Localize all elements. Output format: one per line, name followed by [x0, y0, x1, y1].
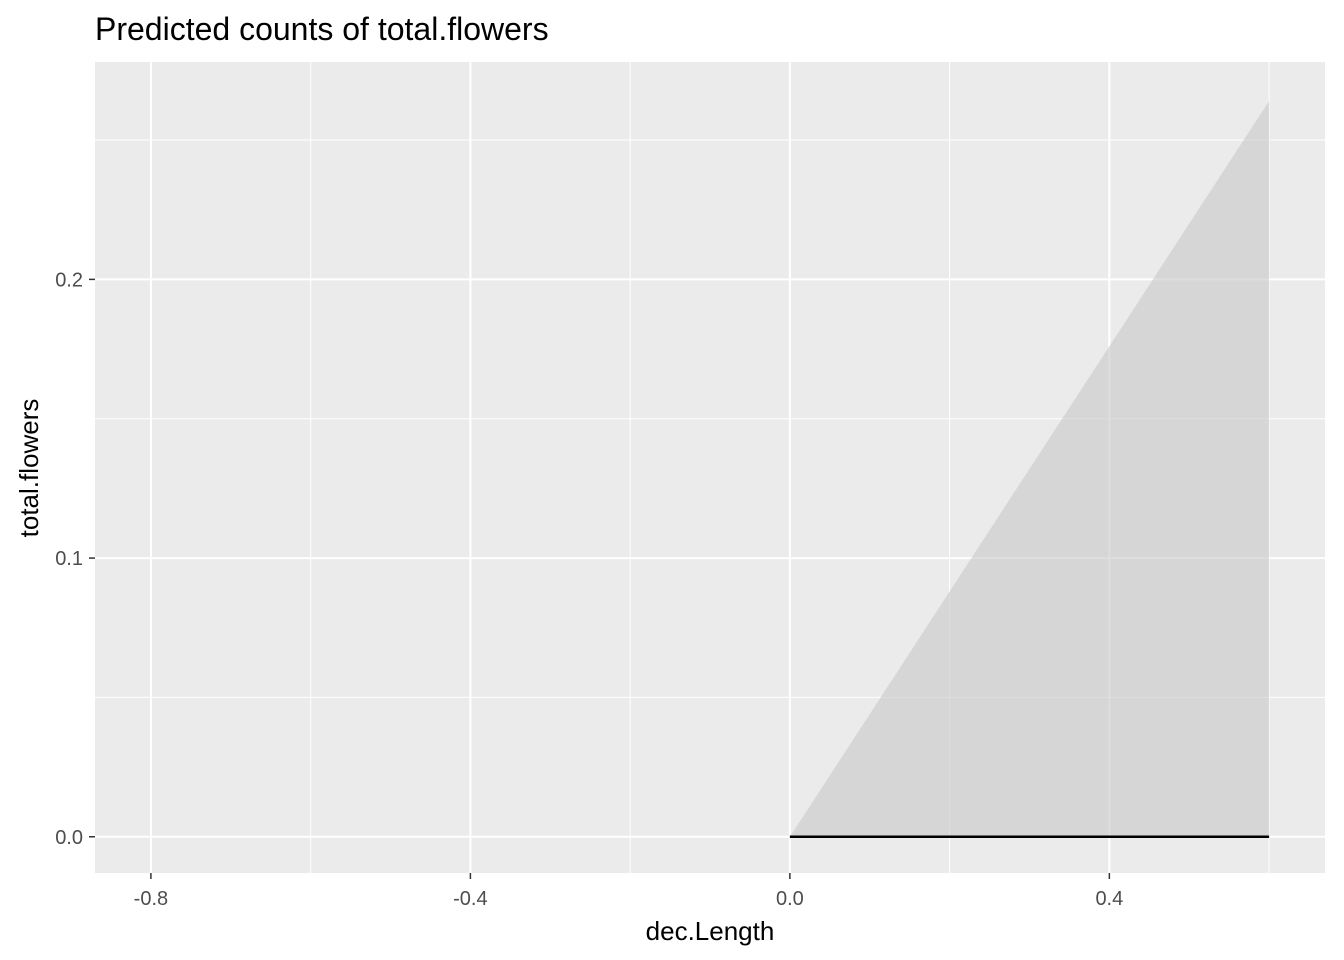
confidence-ribbons	[789, 101, 1270, 837]
x-tick-label: -0.8	[134, 888, 168, 910]
y-axis-title: total.flowers	[14, 399, 44, 538]
x-axis-title: dec.Length	[646, 916, 775, 946]
x-tick-label: -0.4	[453, 888, 487, 910]
x-axis: -0.8 -0.4 0.0 0.4	[134, 873, 1123, 910]
x-tick-label: 0.4	[1095, 888, 1123, 910]
y-axis: 0.0 0.1 0.2	[55, 269, 95, 849]
y-tick-label: 0.2	[55, 269, 83, 291]
y-tick-label: 0.0	[55, 827, 83, 849]
x-tick-label: 0.0	[776, 888, 804, 910]
confidence-ribbon	[789, 101, 1270, 837]
chart-title: Predicted counts of total.flowers	[95, 11, 549, 47]
y-tick-label: 0.1	[55, 548, 83, 570]
